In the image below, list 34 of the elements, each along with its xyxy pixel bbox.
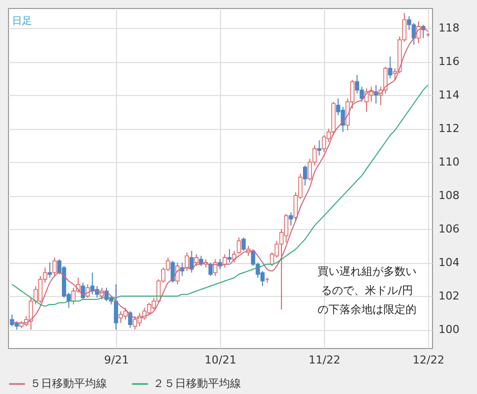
candlestick <box>128 310 132 328</box>
candlestick <box>48 262 52 278</box>
candlestick <box>184 252 190 272</box>
y-tick-label: 110 <box>438 156 460 169</box>
candlestick <box>242 236 246 252</box>
candlestick <box>388 56 392 79</box>
annotation: 買い遅れ組が多数いるので、米ドル/円の下落余地は限定的 <box>318 265 416 316</box>
y-tick-label: 106 <box>438 222 460 236</box>
candlestick <box>170 260 175 284</box>
y-tick-label: 104 <box>438 256 460 270</box>
candlestick <box>317 140 322 156</box>
x-tick-label: 10/21 <box>204 354 236 366</box>
candlestick <box>236 236 242 255</box>
candlestick <box>194 254 198 266</box>
candlestick <box>132 316 138 330</box>
y-tick-label: 112 <box>438 122 460 136</box>
candlestick <box>302 164 308 186</box>
text: 日足 <box>12 16 32 27</box>
x-tick-label: 12/22 <box>412 354 444 366</box>
candlestick <box>227 248 232 264</box>
candlestick <box>222 254 227 268</box>
legend-label: ５日移動平均線 <box>30 377 107 390</box>
candlestick <box>52 257 57 276</box>
candlestick <box>288 212 294 226</box>
y-tick-label: 116 <box>438 55 460 68</box>
y-tick-label: 108 <box>438 189 460 202</box>
y-tick-label: 100 <box>438 323 460 336</box>
candlestick <box>213 258 218 276</box>
y-tick-label: 102 <box>438 290 460 303</box>
y-tick-label: 118 <box>438 22 460 35</box>
x-tick-label: 9/21 <box>104 354 129 366</box>
x-tick-label: 11/22 <box>308 354 340 366</box>
legend-label: ２５日移動平均線 <box>153 377 241 390</box>
y-tick-label: 114 <box>438 88 460 102</box>
